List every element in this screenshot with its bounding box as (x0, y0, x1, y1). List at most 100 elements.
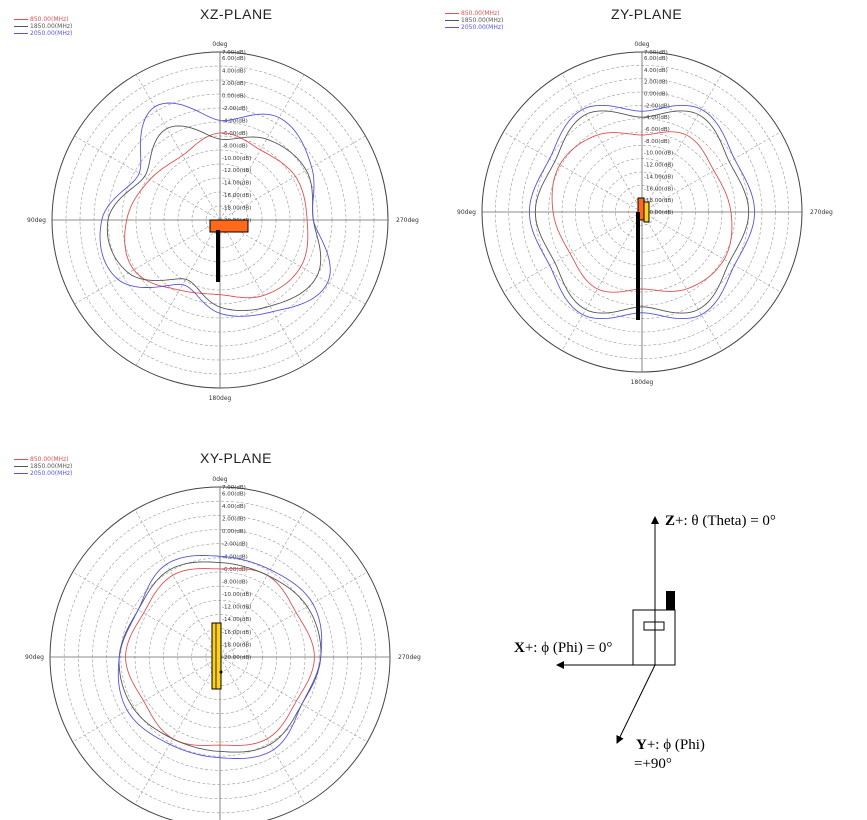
xz-plot-title: XZ-PLANE (200, 6, 273, 22)
device-antenna-stub (666, 591, 675, 610)
xy-device-glyph (211, 622, 222, 690)
zy-device-side-glyph (643, 201, 650, 223)
xy-grid-spoke (72, 571, 221, 658)
xz-angle-label-bottom: 180deg (209, 395, 232, 402)
zy-radial-tick-label: -6.00(dB) (644, 127, 670, 133)
zy-grid-spoke (561, 211, 643, 351)
zy-radial-tick-label: -18.00(dB) (644, 198, 673, 204)
zy-grid-spoke (641, 131, 781, 213)
xz-radial-tick-label: -4.00(dB) (222, 118, 248, 124)
xy-radial-tick-label: 6.00(dB) (222, 491, 246, 497)
y-axis-label: Y+: ϕ (Phi) (636, 737, 705, 753)
xy-radial-tick-label: -14.00(dB) (222, 617, 251, 623)
xy-legend: 850.00(MHz) 1850.00(MHz) 2050.00(MHz) (14, 456, 72, 477)
xy-radial-tick-label: 0.00(dB) (222, 529, 246, 535)
xy-radial-tick-label: -6.00(dB) (222, 567, 248, 573)
xy-angle-label-left: 90deg (25, 654, 44, 661)
xz-radial-tick-label: -8.00(dB) (222, 143, 248, 149)
xy-series-205000mhz (117, 555, 323, 759)
xy-radial-tick-label: -4.00(dB) (222, 554, 248, 560)
xz-grid-spoke (219, 219, 305, 366)
xy-radial-tick-label: -18.00(dB) (222, 642, 251, 648)
device-window (643, 621, 665, 631)
xz-grid-spoke (219, 135, 366, 221)
zy-grid-spoke (561, 73, 643, 213)
xz-radial-tick-label: -16.00(dB) (222, 193, 251, 199)
zy-radial-tick-label: 2.00(dB) (644, 80, 668, 86)
xz-angle-label-right: 270deg (396, 217, 419, 224)
xy-grid-spoke (219, 509, 306, 658)
xy-angle-label-right: 270deg (398, 654, 421, 661)
xz-series-205000mhz (99, 102, 331, 317)
zy-radial-tick-label: -16.00(dB) (644, 186, 673, 192)
zy-radial-tick-label: 6.00(dB) (644, 56, 668, 62)
zy-grid-spoke (641, 73, 723, 213)
xy-legend-item-1850: 1850.00(MHz) (14, 463, 72, 470)
xz-radial-tick-label: -12.00(dB) (222, 168, 251, 174)
xy-radial-tick-label: -12.00(dB) (222, 605, 251, 611)
zy-polar-plot: 7.00(dB)6.00(dB) 4.00(dB) 2.00(dB) 0.00(dB)… (457, 41, 833, 386)
zy-radial-tick-label: 0.00(dB) (644, 91, 668, 97)
xz-radial-tick-label: -18.00(dB) (222, 206, 251, 212)
zy-radial-tick-label: -10.00(dB) (644, 151, 673, 157)
zy-radial-tick-label: -20.00(dB) (644, 210, 673, 216)
xz-grid-spoke (135, 74, 221, 221)
xz-grid-spoke (74, 135, 221, 221)
xz-grid-spoke (219, 74, 305, 221)
zy-legend-item-2050: 2050.00(MHz) (445, 24, 503, 31)
zy-radial-tick-label: -14.00(dB) (644, 174, 673, 180)
zy-grid-spoke (503, 131, 643, 213)
zy-grid-spoke (503, 211, 643, 293)
xz-radial-tick-label: -10.00(dB) (222, 156, 251, 162)
xy-radial-tick-label: -20.00(dB) (222, 655, 251, 661)
xz-grid-spoke (74, 219, 221, 305)
xy-radial-tick-label: 7.00(dB) (222, 485, 246, 491)
xy-grid-spoke (134, 509, 221, 658)
zy-legend-item-1850: 1850.00(MHz) (445, 17, 503, 24)
xz-antenna-glyph (216, 230, 220, 282)
xz-device-glyph (209, 219, 249, 233)
xy-grid-spoke (219, 571, 368, 658)
xz-legend: 850.00(MHz) 1850.00(MHz) 2050.00(MHz) (14, 16, 72, 37)
zy-grid-spoke (641, 211, 723, 351)
zy-plot-title: ZY-PLANE (611, 6, 683, 22)
zy-angle-label-top: 0deg (634, 41, 649, 48)
xy-radial-tick-label: 2.00(dB) (222, 516, 246, 522)
xz-radial-tick-label: 0.00(dB) (222, 94, 246, 100)
zy-series-85000mhz (551, 131, 733, 293)
device-body (632, 609, 676, 666)
xy-legend-item-2050: 2050.00(MHz) (14, 470, 72, 477)
xz-radial-tick-label: 2.00(dB) (222, 81, 246, 87)
xz-angle-label-top: 0deg (212, 41, 227, 48)
zy-angle-label-left: 90deg (457, 209, 476, 216)
xz-legend-item-2050: 2050.00(MHz) (14, 30, 72, 37)
zy-radial-tick-label: 7.00(dB) (644, 50, 668, 56)
xy-feed-point (219, 670, 223, 674)
xz-radial-tick-label: 6.00(dB) (222, 56, 246, 62)
zy-legend: 850.00(MHz) 1850.00(MHz) 2050.00(MHz) (445, 10, 503, 31)
xy-radial-tick-label: -8.00(dB) (222, 579, 248, 585)
xz-polar-plot: 7.00(dB)6.00(dB) 4.00(dB) 2.00(dB) 0.00(dB)… (27, 41, 419, 402)
xy-angle-label-top: 0deg (212, 476, 227, 483)
z-axis-label: Z+: θ (Theta) = 0° (665, 513, 776, 529)
zy-angle-label-bottom: 180deg (631, 379, 654, 386)
xy-radial-tick-label: 4.00(dB) (222, 504, 246, 510)
xz-legend-item-850: 850.00(MHz) (14, 16, 72, 23)
zy-radial-tick-label: -4.00(dB) (644, 115, 670, 121)
xz-series-85000mhz (124, 132, 309, 299)
xz-series-185000mhz (106, 125, 322, 312)
xz-radial-tick-label: -14.00(dB) (222, 181, 251, 187)
xz-radial-tick-label: 7.00(dB) (222, 50, 246, 56)
xz-grid-spoke (219, 219, 366, 305)
y-axis-label-line2: =+90° (634, 756, 672, 772)
zy-antenna-glyph (636, 212, 640, 320)
xy-radial-tick-label: -10.00(dB) (222, 592, 251, 598)
zy-grid-spoke (641, 211, 781, 293)
xy-grid-spoke (72, 656, 221, 743)
xy-plot-title: XY-PLANE (200, 450, 272, 466)
zy-series-205000mhz (528, 104, 756, 320)
zy-radial-tick-label: -12.00(dB) (644, 163, 673, 169)
xy-radial-tick-label: -2.00(dB) (222, 542, 248, 548)
y-axis-arrow (616, 664, 656, 744)
xy-grid-spoke (134, 656, 221, 805)
